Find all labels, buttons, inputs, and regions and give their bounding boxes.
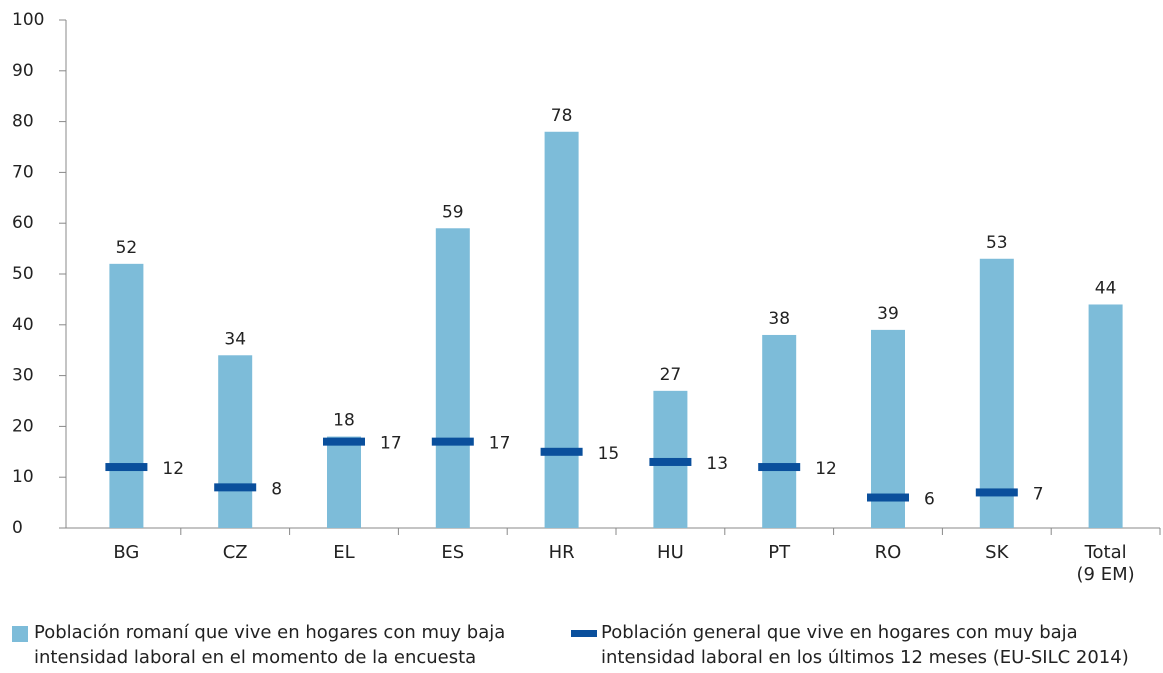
marker (323, 437, 365, 446)
bar-value-label: 78 (551, 106, 573, 126)
marker (649, 457, 692, 466)
legend-swatch (12, 626, 28, 642)
y-tick-label: 40 (12, 315, 34, 335)
y-tick-label: 90 (12, 61, 34, 81)
legend-label: Población general que vive en hogares co… (601, 622, 1129, 668)
legend-swatch (571, 630, 597, 637)
marker-value-label: 17 (380, 434, 402, 454)
marker (105, 463, 148, 472)
marker-value-label: 12 (815, 459, 837, 479)
marker-value-label: 7 (1033, 484, 1044, 504)
y-tick-label: 10 (12, 467, 34, 487)
bar (544, 131, 579, 528)
marker-value-label: 6 (924, 490, 935, 510)
marker (758, 463, 801, 472)
x-tick-label: RO (874, 542, 902, 563)
marker (214, 483, 257, 492)
marker (540, 447, 583, 456)
bar (435, 228, 470, 528)
bar-value-label: 38 (768, 309, 790, 329)
bar-value-label: 34 (224, 329, 246, 349)
x-tick-label: Total (9 EM) (1076, 542, 1135, 585)
bar (109, 263, 144, 528)
x-tick-label: PT (768, 542, 791, 563)
bar (979, 258, 1014, 528)
marker-value-label: 13 (706, 454, 728, 474)
x-tick-label: EL (333, 542, 355, 563)
bar (327, 436, 361, 528)
bar (1088, 304, 1123, 528)
marker-value-label: 12 (162, 459, 184, 479)
y-tick-label: 0 (12, 518, 23, 538)
x-tick-label: SK (985, 542, 1009, 563)
y-tick-label: 60 (12, 213, 34, 233)
bar (762, 334, 797, 528)
bar (218, 355, 253, 528)
y-tick-label: 70 (12, 162, 34, 182)
bar-value-label: 53 (986, 233, 1008, 253)
x-tick-label: HR (548, 542, 575, 563)
marker (867, 493, 909, 502)
y-tick-label: 50 (12, 264, 34, 284)
marker (431, 437, 474, 446)
x-tick-label: CZ (222, 542, 248, 563)
y-tick-label: 80 (12, 112, 34, 132)
marker-value-label: 15 (598, 444, 620, 464)
x-tick-label: ES (441, 542, 465, 563)
bar-value-label: 39 (877, 304, 899, 324)
marker-value-label: 17 (489, 434, 511, 454)
y-tick-label: 20 (12, 416, 34, 436)
bar-value-label: 44 (1095, 278, 1117, 298)
marker (975, 488, 1018, 497)
bar-value-label: 59 (442, 202, 464, 222)
marker-value-label: 8 (271, 479, 282, 499)
bar-value-label: 27 (660, 365, 682, 385)
x-tick-label: HU (657, 542, 684, 563)
y-tick-label: 30 (12, 366, 34, 386)
bar-value-label: 18 (333, 411, 355, 431)
x-tick-label: BG (113, 542, 140, 563)
legend-label: Población romaní que vive en hogares con… (34, 622, 506, 668)
bar-value-label: 52 (116, 238, 138, 258)
y-tick-label: 100 (12, 10, 44, 30)
